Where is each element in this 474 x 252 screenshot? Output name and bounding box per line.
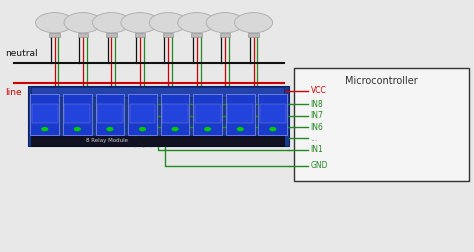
Bar — [64, 104, 90, 123]
Circle shape — [36, 13, 73, 33]
Bar — [78, 33, 88, 37]
Circle shape — [235, 13, 273, 33]
Text: VCC: VCC — [310, 86, 326, 95]
Circle shape — [237, 128, 243, 131]
Circle shape — [205, 128, 210, 131]
Bar — [129, 104, 155, 123]
Circle shape — [42, 128, 47, 131]
Bar — [191, 33, 202, 37]
Bar — [193, 94, 222, 135]
Bar — [31, 136, 284, 146]
Bar — [32, 104, 58, 123]
Bar — [220, 33, 230, 37]
Text: IN8: IN8 — [310, 100, 323, 109]
Bar — [163, 33, 173, 37]
Bar — [106, 33, 117, 37]
Text: GND: GND — [310, 161, 328, 170]
Circle shape — [121, 13, 159, 33]
Bar — [30, 94, 59, 135]
Bar — [49, 33, 60, 37]
Text: IN6: IN6 — [310, 122, 323, 132]
Text: ...: ... — [310, 134, 318, 143]
Text: Microcontroller: Microcontroller — [345, 76, 418, 86]
Circle shape — [140, 128, 146, 131]
Bar — [260, 104, 286, 123]
Bar — [162, 104, 188, 123]
Bar — [226, 94, 255, 135]
Bar — [228, 104, 253, 123]
Bar — [96, 94, 124, 135]
Bar — [31, 87, 284, 97]
Text: IN7: IN7 — [310, 111, 323, 120]
Circle shape — [270, 128, 276, 131]
Circle shape — [172, 128, 178, 131]
Bar — [128, 94, 157, 135]
Bar — [294, 68, 469, 181]
Bar — [63, 94, 92, 135]
Bar — [195, 104, 220, 123]
Text: 8 Relay Module: 8 Relay Module — [86, 138, 128, 143]
Circle shape — [206, 13, 244, 33]
Circle shape — [64, 13, 102, 33]
Text: line: line — [5, 88, 21, 97]
Bar — [97, 104, 123, 123]
Bar — [258, 94, 287, 135]
Text: IN1: IN1 — [310, 145, 323, 154]
Circle shape — [107, 128, 113, 131]
Circle shape — [149, 13, 187, 33]
Text: neutral: neutral — [5, 49, 37, 58]
Circle shape — [74, 128, 80, 131]
Circle shape — [92, 13, 130, 33]
Bar — [135, 33, 145, 37]
Bar — [161, 94, 190, 135]
Bar — [28, 86, 289, 146]
Circle shape — [178, 13, 216, 33]
Bar — [248, 33, 259, 37]
